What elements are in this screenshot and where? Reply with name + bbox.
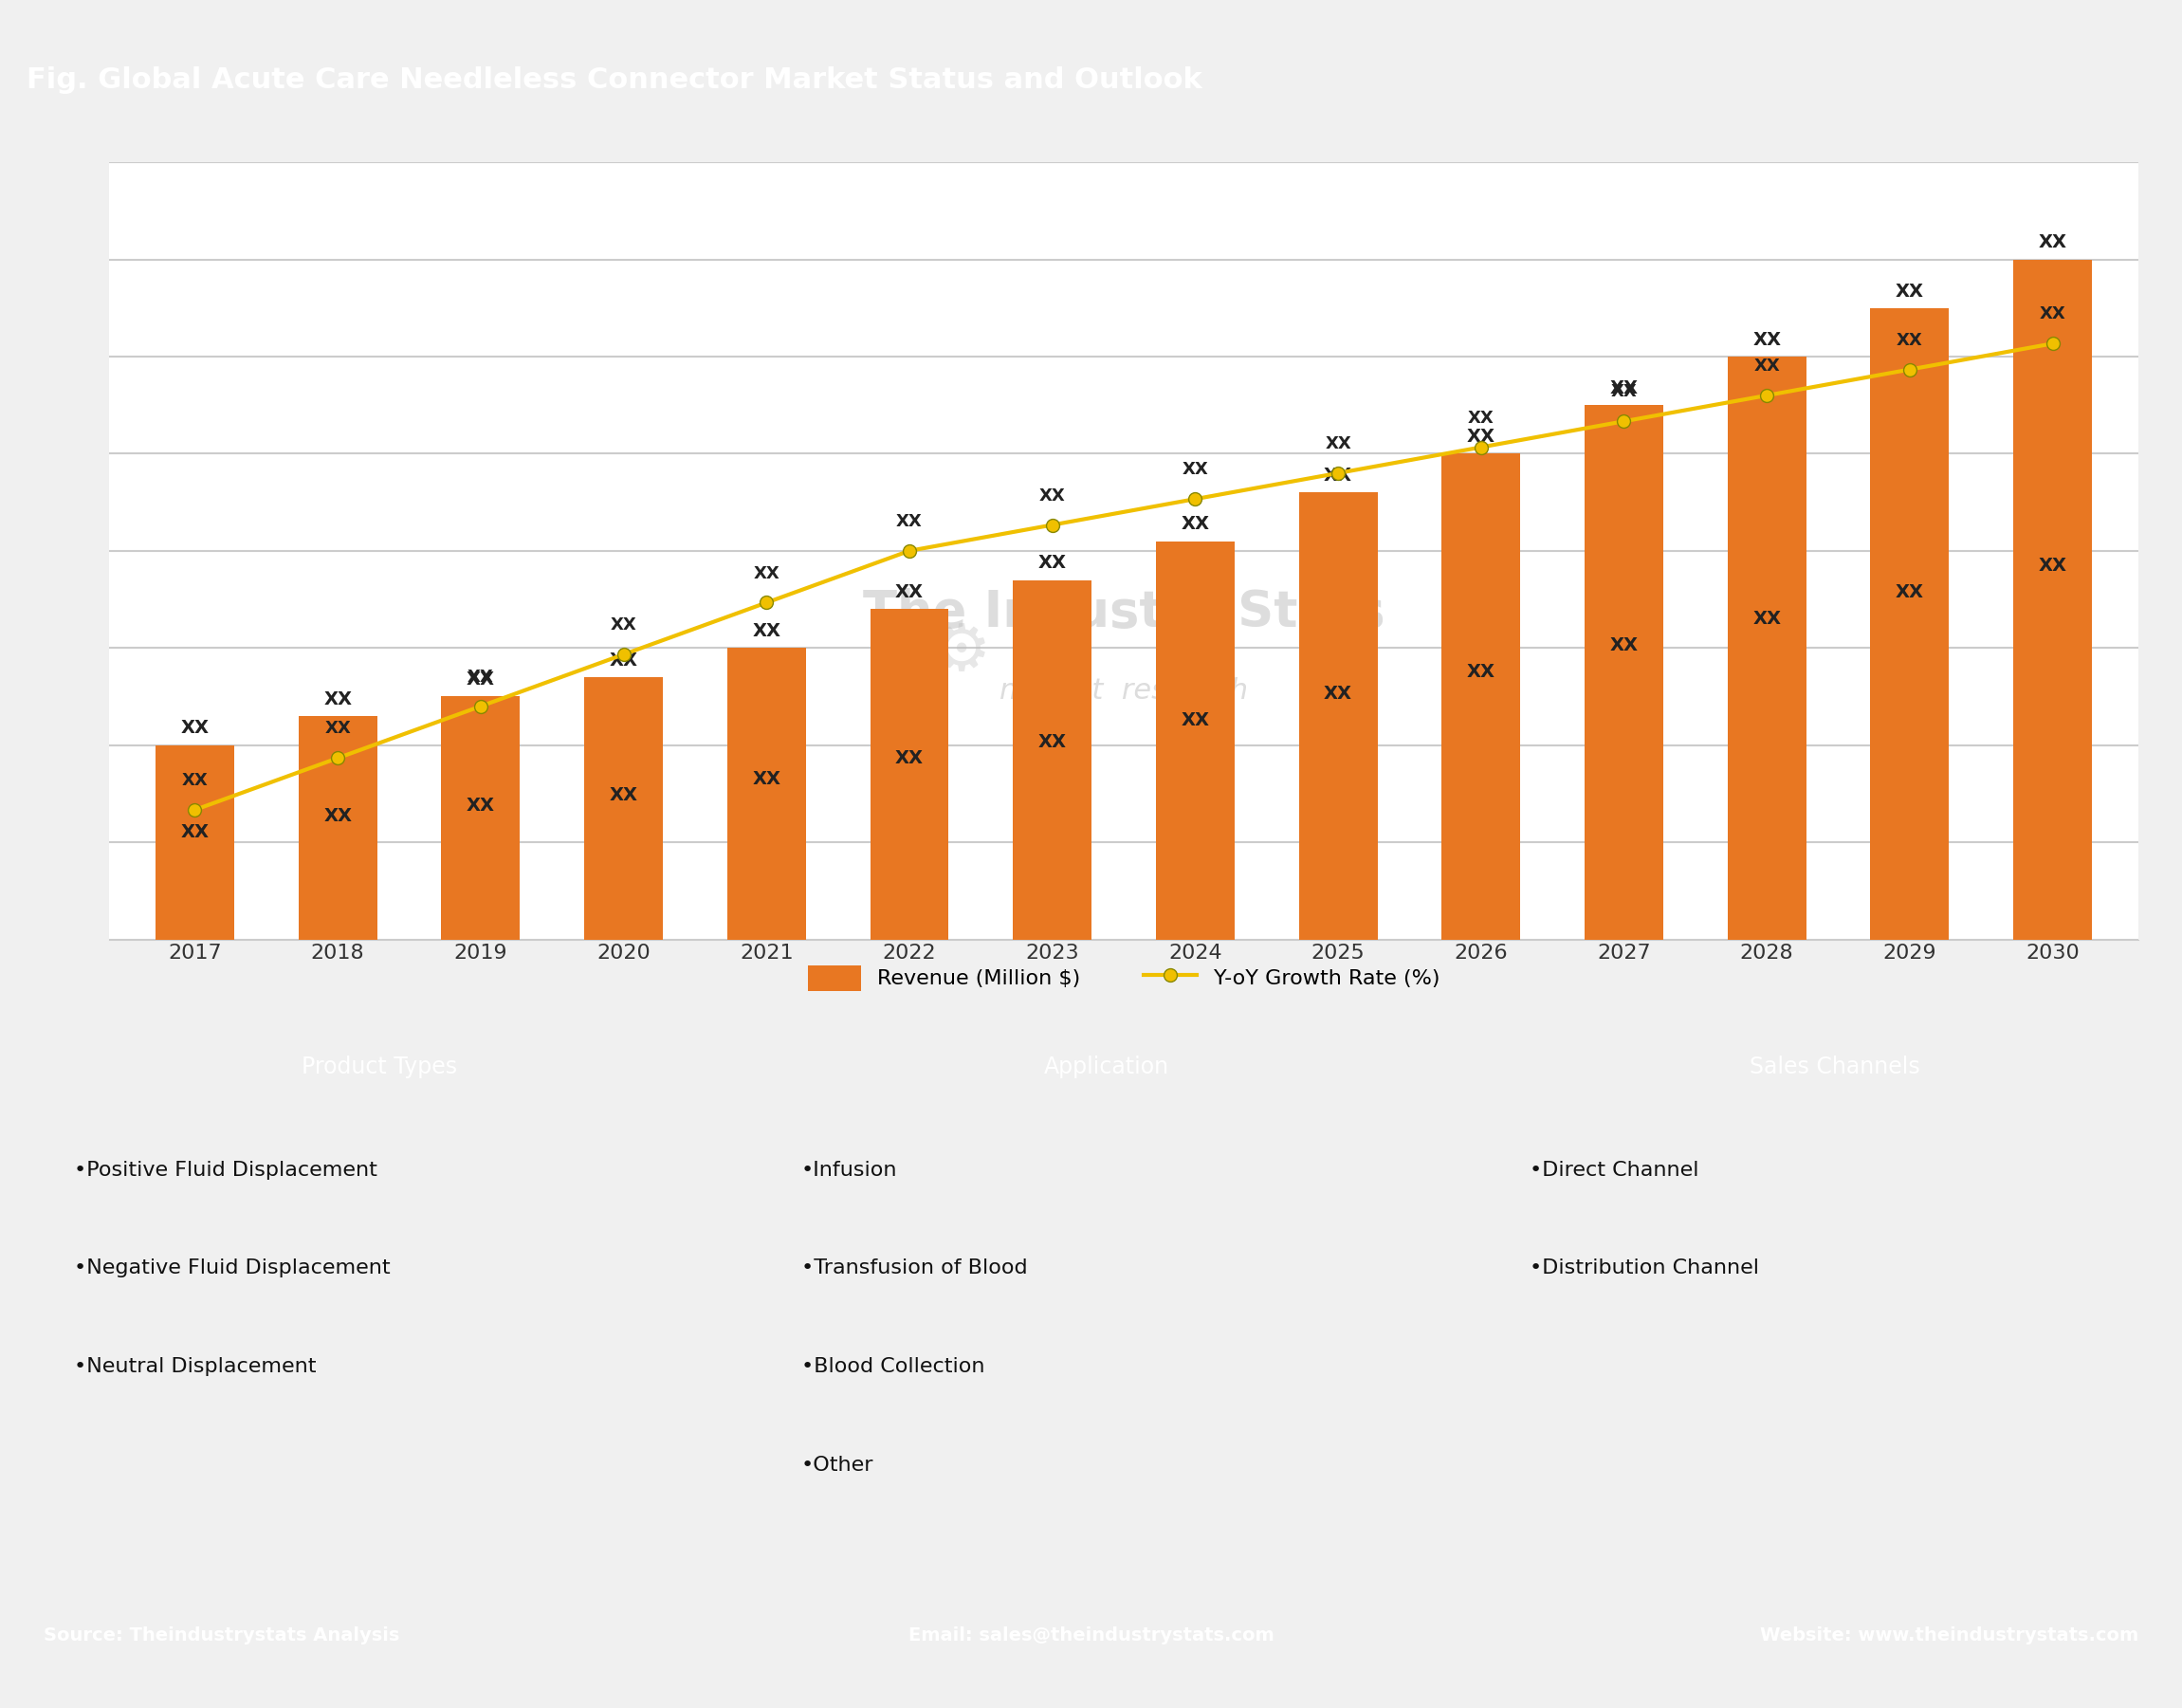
Text: The Industry Stats: The Industry Stats: [862, 588, 1386, 637]
Text: XX: XX: [1752, 610, 1781, 629]
Text: XX: XX: [1896, 582, 1925, 601]
Text: XX: XX: [1180, 516, 1209, 533]
Text: XX: XX: [181, 772, 207, 789]
Text: XX: XX: [753, 770, 781, 787]
Bar: [1156, 541, 1235, 939]
Bar: [1584, 405, 1663, 939]
Text: Email: sales@theindustrystats.com: Email: sales@theindustrystats.com: [908, 1626, 1274, 1645]
Bar: [1442, 454, 1521, 939]
Text: XX: XX: [1468, 410, 1495, 427]
Bar: [1012, 581, 1091, 939]
Text: XX: XX: [1610, 637, 1639, 654]
Bar: [1870, 307, 1949, 939]
Bar: [871, 610, 949, 939]
Text: Sales Channels: Sales Channels: [1750, 1056, 1920, 1078]
Text: XX: XX: [467, 671, 495, 688]
Text: ⚙: ⚙: [932, 620, 991, 683]
Bar: [1728, 357, 1807, 939]
Text: XX: XX: [1610, 379, 1639, 398]
Text: XX: XX: [323, 690, 351, 709]
Text: XX: XX: [895, 584, 923, 601]
Text: •Positive Fluid Displacement: •Positive Fluid Displacement: [74, 1160, 377, 1180]
Text: XX: XX: [467, 668, 493, 685]
Text: Application: Application: [1043, 1056, 1170, 1078]
Text: XX: XX: [1754, 357, 1781, 374]
Text: XX: XX: [181, 719, 209, 738]
Text: XX: XX: [323, 808, 351, 825]
Text: XX: XX: [1466, 429, 1495, 446]
Text: XX: XX: [611, 617, 637, 634]
Text: •Neutral Displacement: •Neutral Displacement: [74, 1358, 316, 1377]
Text: market  research: market research: [999, 676, 1248, 704]
Text: •Blood Collection: •Blood Collection: [801, 1358, 984, 1377]
Text: XX: XX: [2038, 234, 2066, 251]
Text: Fig. Global Acute Care Needleless Connector Market Status and Outlook: Fig. Global Acute Care Needleless Connec…: [26, 67, 1202, 94]
Text: •Transfusion of Blood: •Transfusion of Blood: [801, 1259, 1028, 1278]
Text: XX: XX: [1039, 487, 1065, 504]
Text: XX: XX: [1039, 553, 1067, 572]
Bar: [441, 697, 519, 939]
Bar: [1298, 492, 1377, 939]
Text: XX: XX: [181, 823, 209, 842]
Bar: [299, 716, 377, 939]
Text: XX: XX: [1752, 331, 1781, 348]
Bar: [2014, 260, 2093, 939]
Text: •Negative Fluid Displacement: •Negative Fluid Displacement: [74, 1259, 391, 1278]
Text: XX: XX: [895, 748, 923, 767]
Text: XX: XX: [1324, 685, 1353, 702]
Text: •Distribution Channel: •Distribution Channel: [1530, 1259, 1759, 1278]
Text: Website: www.theindustrystats.com: Website: www.theindustrystats.com: [1759, 1626, 2138, 1645]
Bar: [585, 676, 663, 939]
Text: XX: XX: [1896, 331, 1922, 348]
Text: XX: XX: [1180, 711, 1209, 729]
Text: XX: XX: [1039, 733, 1067, 752]
Text: Product Types: Product Types: [301, 1056, 458, 1078]
Text: XX: XX: [1324, 436, 1351, 453]
Bar: [155, 745, 233, 939]
Text: Source: Theindustrystats Analysis: Source: Theindustrystats Analysis: [44, 1626, 399, 1645]
Text: XX: XX: [1466, 663, 1495, 681]
Text: XX: XX: [2040, 306, 2066, 323]
Text: •Other: •Other: [801, 1455, 873, 1474]
Text: XX: XX: [1183, 461, 1209, 478]
Text: XX: XX: [897, 512, 923, 529]
Text: •Infusion: •Infusion: [801, 1160, 897, 1180]
Text: XX: XX: [753, 565, 779, 582]
Text: XX: XX: [1896, 282, 1925, 301]
Text: XX: XX: [1610, 384, 1636, 401]
Text: XX: XX: [467, 798, 495, 815]
Text: XX: XX: [1324, 466, 1353, 485]
Bar: [727, 647, 805, 939]
Text: XX: XX: [325, 721, 351, 738]
Legend: Revenue (Million $), Y-oY Growth Rate (%): Revenue (Million $), Y-oY Growth Rate (%…: [799, 956, 1449, 999]
Text: •Direct Channel: •Direct Channel: [1530, 1160, 1700, 1180]
Text: XX: XX: [609, 651, 637, 670]
Text: XX: XX: [753, 622, 781, 640]
Text: XX: XX: [609, 786, 637, 804]
Text: XX: XX: [2038, 557, 2066, 574]
